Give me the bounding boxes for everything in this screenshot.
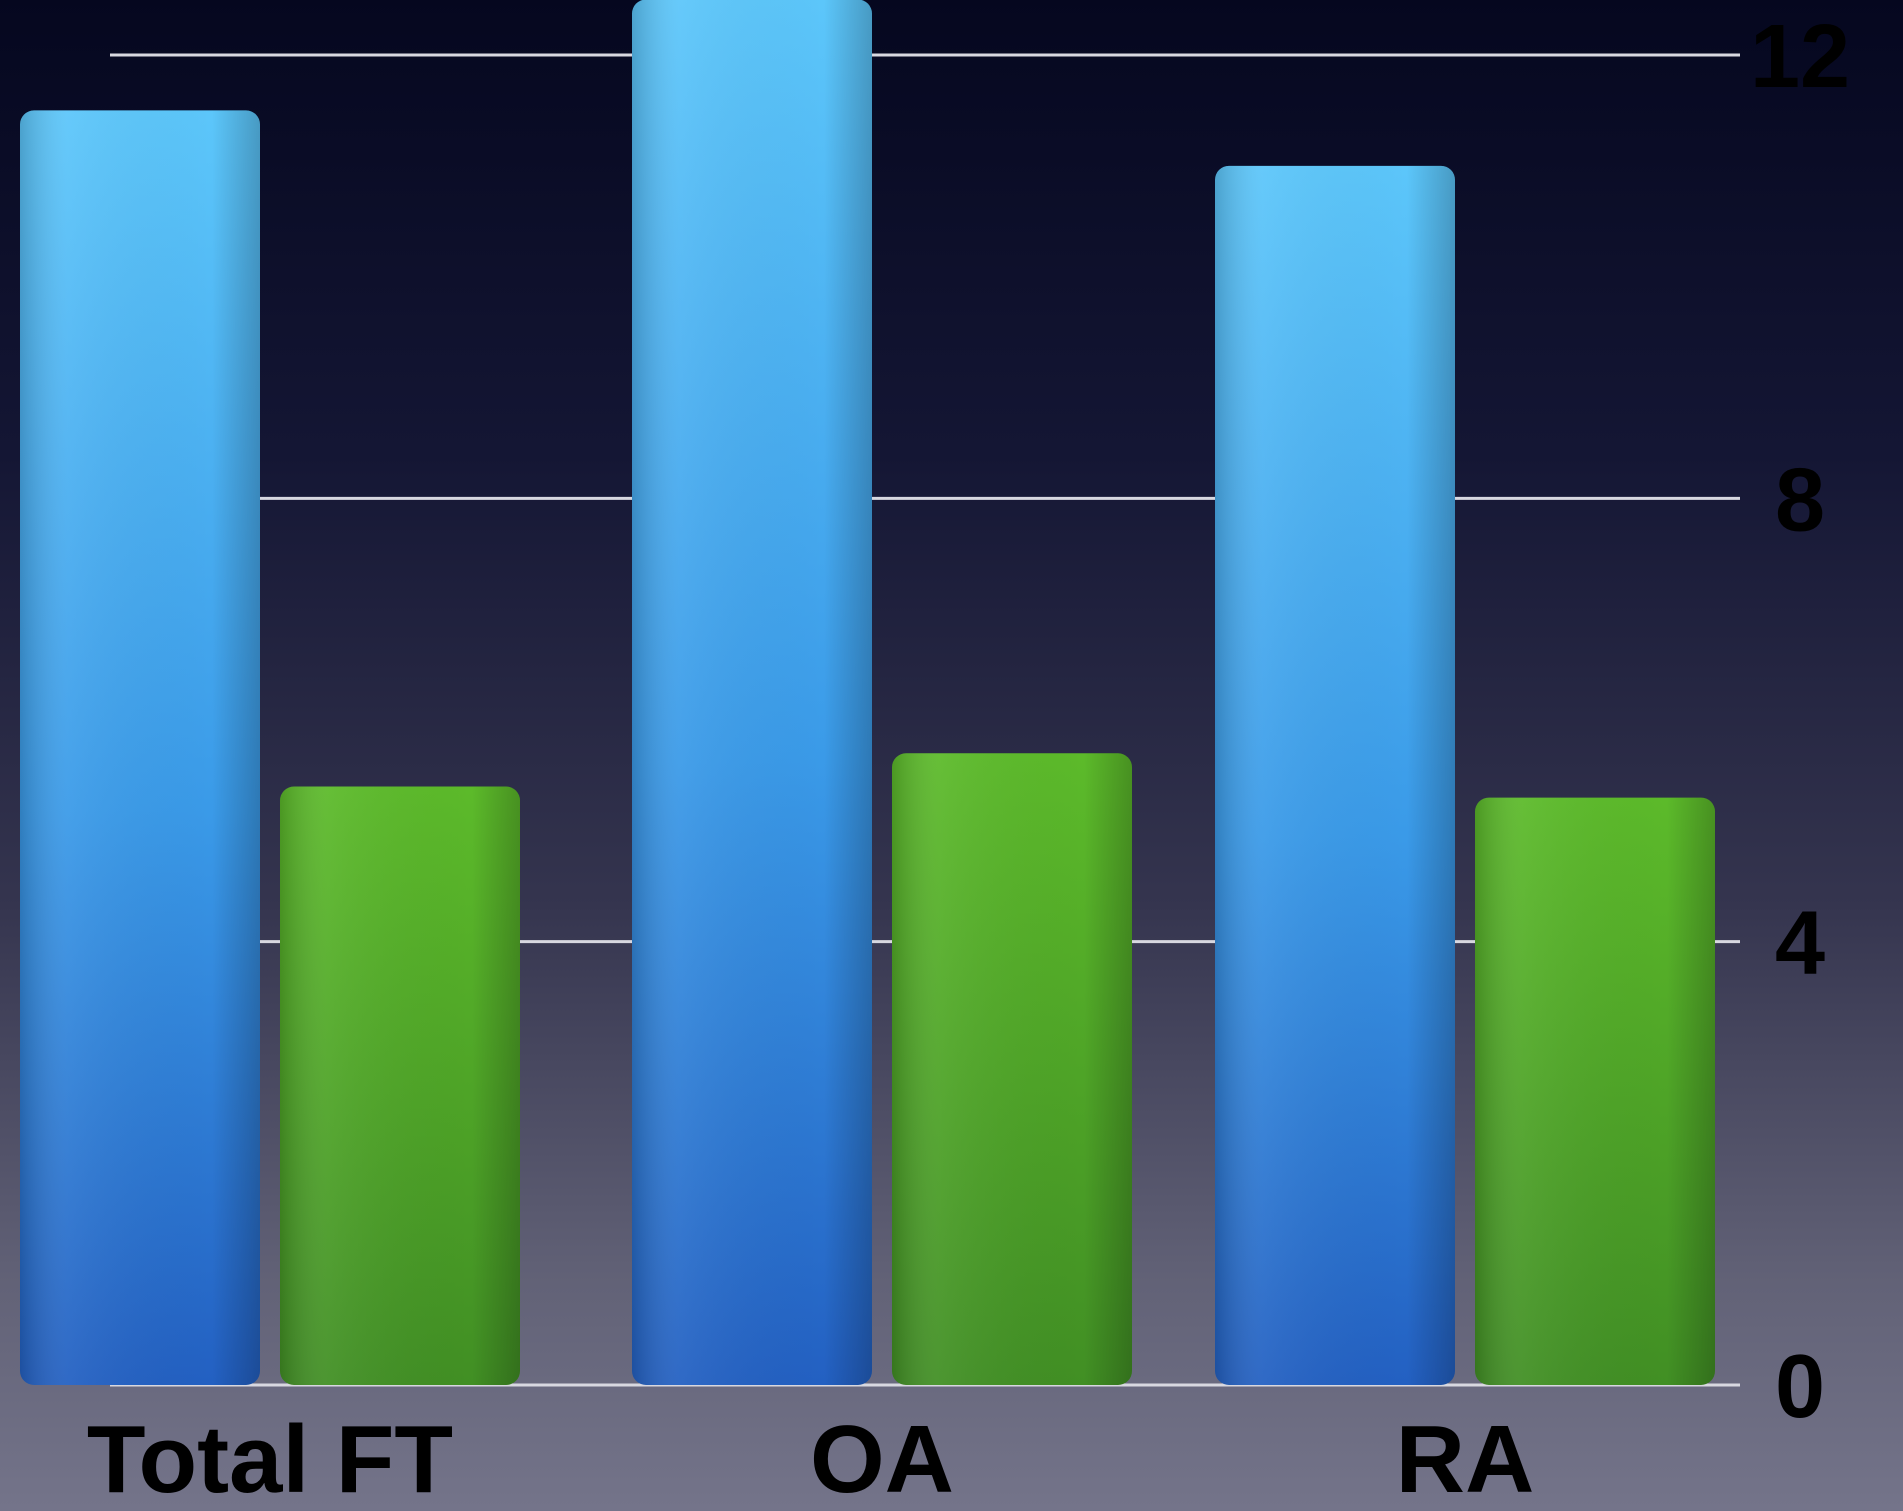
bar-series-2-total-ft (280, 786, 520, 1385)
y-tick-label: 0 (1775, 1337, 1825, 1437)
bar-shading (892, 753, 1132, 1385)
x-category-label: RA (1396, 1406, 1535, 1511)
y-tick-label: 12 (1750, 7, 1850, 107)
x-category-label: Total FT (87, 1406, 453, 1511)
bar-series-2-oa (892, 753, 1132, 1385)
bar-shading (280, 786, 520, 1385)
bar-shading (632, 0, 872, 1385)
bar-shading (1475, 797, 1715, 1385)
bar-shading (20, 110, 260, 1386)
bar-series-1-oa (632, 0, 872, 1385)
y-tick-label: 8 (1775, 450, 1825, 550)
bar-series-1-total-ft (20, 110, 260, 1386)
axis-labels: 0 4 8 12 Total FT OA RA (87, 7, 1850, 1511)
y-tick-label: 4 (1775, 894, 1825, 994)
bar-shading (1215, 165, 1455, 1385)
bar-series-2-ra (1475, 797, 1715, 1385)
x-category-label: OA (810, 1406, 954, 1511)
bars (20, 0, 1715, 1386)
bar-series-1-ra (1215, 165, 1455, 1385)
